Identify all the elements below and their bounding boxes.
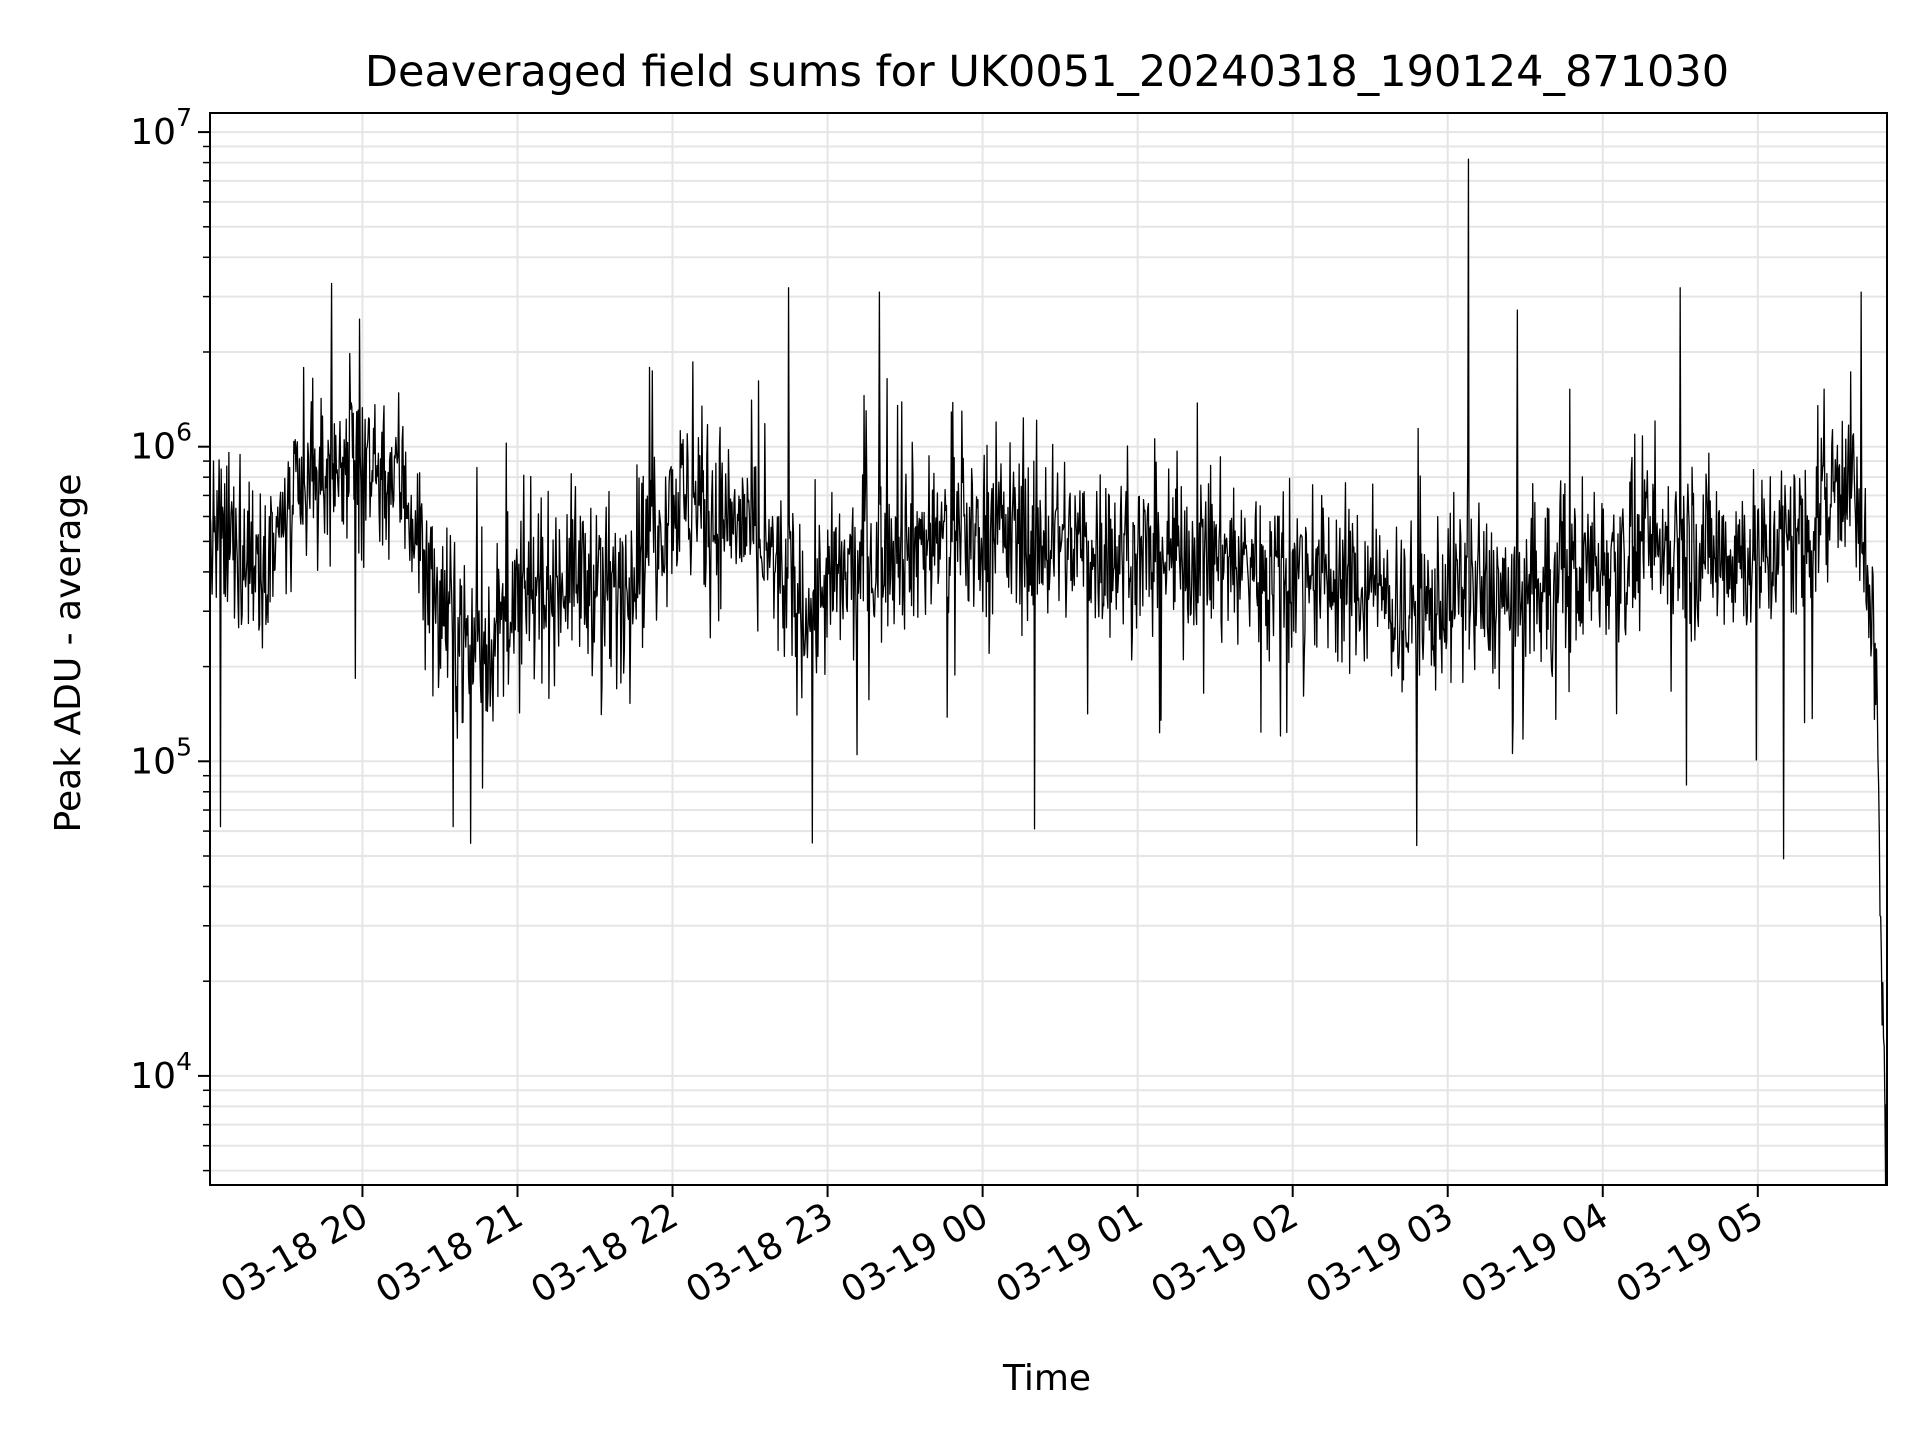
chart-title: Deaveraged field sums for UK0051_2024031… <box>365 47 1729 97</box>
y-tick-label: 104 <box>130 1047 192 1097</box>
y-tick-label: 106 <box>130 418 192 468</box>
y-axis-title: Peak ADU - average <box>48 474 89 833</box>
y-tick-label: 107 <box>130 103 192 153</box>
plot-area <box>209 158 1888 1186</box>
x-axis-title: Time <box>1002 1358 1091 1399</box>
y-tick-label: 105 <box>130 732 192 782</box>
grid <box>210 113 1887 1185</box>
series-line <box>209 158 1888 1186</box>
axes-frame <box>209 112 1888 1186</box>
